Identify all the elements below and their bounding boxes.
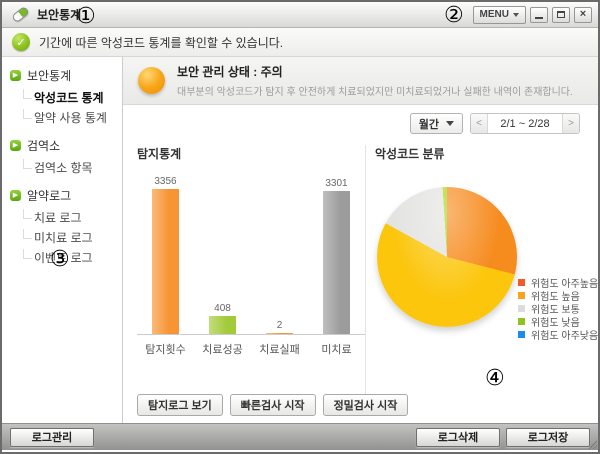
sidebar-item-alyac-usage-stats[interactable]: 알약 사용 통계 <box>23 109 122 124</box>
close-icon: × <box>579 8 587 20</box>
log-manage-button[interactable]: 로그관리 <box>10 427 94 447</box>
period-controls: 월간 < 2/1 ~ 2/28 > <box>409 113 580 134</box>
sidebar-item-event-log[interactable]: 이벤트 로그 <box>23 249 122 264</box>
window-title: 보안통계 <box>37 8 82 22</box>
bar-value: 3356 <box>154 176 177 187</box>
legend-item: 위험도 아주낮음 <box>518 328 599 342</box>
resize-grip[interactable] <box>587 439 597 449</box>
tree-node-icon: ▶ <box>10 140 21 151</box>
message-text: 기간에 따른 악성코드 통계를 확인할 수 있습니다. <box>39 35 284 50</box>
tree-node-icon: ▶ <box>10 70 21 81</box>
bar-chart-title: 탐지통계 <box>137 147 182 161</box>
nav-group-logs: ▶ 알약로그 치료 로그 미치료 로그 이벤트 로그 <box>10 187 122 264</box>
bar-cured: 408 <box>194 303 251 334</box>
nav-group-security-stats: ▶ 보안통계 악성코드 통계 알약 사용 통계 <box>10 67 122 124</box>
sidebar-item-malware-stats[interactable]: 악성코드 통계 <box>23 89 122 104</box>
log-delete-button[interactable]: 로그삭제 <box>416 427 500 447</box>
bar-category-label: 미치료 <box>321 344 352 356</box>
menu-button-label: MENU <box>479 9 509 20</box>
chevron-down-icon <box>513 12 519 17</box>
legend-item: 위험도 낮음 <box>518 315 598 329</box>
bar-category-label: 탐지횟수 <box>145 344 186 356</box>
full-scan-button[interactable]: 정밀검사 시작 <box>322 394 409 416</box>
chart-divider <box>365 145 366 395</box>
bar-rect <box>209 316 236 334</box>
bar-category-label: 치료실패 <box>259 344 300 356</box>
malware-classification-chart: 악성코드 분류 위험도 아주높음 위험도 높음 위험 <box>375 145 598 405</box>
close-button[interactable]: × <box>574 6 592 23</box>
nav-group-header[interactable]: ▶ 보안통계 <box>10 67 122 84</box>
maximize-button[interactable] <box>552 6 570 23</box>
legend-swatch <box>518 318 525 325</box>
sidebar-item-quarantine-items[interactable]: 검역소 항목 <box>23 159 122 174</box>
status-title: 보안 관리 상태 : 주의 <box>177 65 283 79</box>
chevron-down-icon <box>446 121 454 126</box>
view-detection-log-button[interactable]: 탐지로그 보기 <box>137 394 223 416</box>
legend-item: 위험도 높음 <box>518 289 598 303</box>
nav-group-header[interactable]: ▶ 검역소 <box>10 137 122 154</box>
minimize-button[interactable] <box>530 6 548 23</box>
pie-chart-title: 악성코드 분류 <box>375 147 445 161</box>
log-save-button[interactable]: 로그저장 <box>506 427 590 447</box>
sidebar-nav: ▶ 보안통계 악성코드 통계 알약 사용 통계 ▶ 검역소 검역소 항목 ▶ 알… <box>2 57 123 423</box>
action-buttons: 탐지로그 보기 빠른검사 시작 정밀검사 시작 <box>137 394 409 416</box>
nav-group-label: 보안통계 <box>27 69 72 83</box>
content-area: 월간 < 2/1 ~ 2/28 > 탐지통계 3356 <box>123 105 598 423</box>
message-bar: ✓ 기간에 따른 악성코드 통계를 확인할 수 있습니다. <box>2 28 598 57</box>
pie-chart <box>377 187 517 327</box>
maximize-icon <box>557 11 565 18</box>
tree-node-icon: ▶ <box>10 190 21 201</box>
bar-axis-labels: 탐지횟수 치료성공 치료실패 미치료 <box>137 341 365 357</box>
legend-label: 위험도 낮음 <box>531 318 580 329</box>
bar-plot: 3356 408 2 3301 <box>137 176 365 335</box>
prev-period-button[interactable]: < <box>471 114 488 133</box>
bar-value: 2 <box>276 320 283 331</box>
main-panel: 보안 관리 상태 : 주의 대부분의 악성코드가 탐지 후 안전하게 치료되었지… <box>123 57 598 423</box>
status-warning-icon <box>138 67 165 94</box>
menu-button[interactable]: MENU <box>472 5 526 24</box>
status-description: 대부분의 악성코드가 탐지 후 안전하게 치료되었지만 미치료되었거나 실패한 … <box>177 87 573 98</box>
status-header: 보안 관리 상태 : 주의 대부분의 악성코드가 탐지 후 안전하게 치료되었지… <box>123 57 598 105</box>
bar-value: 408 <box>214 303 231 314</box>
legend-label: 위험도 아주낮음 <box>531 331 599 342</box>
nav-group-header[interactable]: ▶ 알약로그 <box>10 187 122 204</box>
period-dropdown[interactable]: 월간 <box>409 113 463 134</box>
next-period-button[interactable]: > <box>562 114 579 133</box>
nav-group-label: 알약로그 <box>27 189 72 203</box>
bar-cure-failed: 2 <box>251 320 308 334</box>
detection-stats-chart: 탐지통계 3356 408 2 <box>137 145 365 357</box>
sidebar-item-cure-log[interactable]: 치료 로그 <box>23 209 122 224</box>
legend-item: 위험도 아주높음 <box>518 276 599 290</box>
quick-scan-button[interactable]: 빠른검사 시작 <box>229 394 316 416</box>
nav-group-quarantine: ▶ 검역소 검역소 항목 <box>10 137 122 174</box>
legend-label: 위험도 아주높음 <box>531 279 599 290</box>
legend-swatch <box>518 292 525 299</box>
date-range-label: 2/1 ~ 2/28 <box>500 117 550 130</box>
bar-rect <box>323 191 350 334</box>
minimize-icon <box>535 17 543 19</box>
legend-swatch <box>518 331 525 338</box>
title-bar: 보안통계 MENU × <box>2 2 598 28</box>
legend-label: 위험도 보통 <box>531 305 580 316</box>
bar-detections: 3356 <box>137 176 194 334</box>
pill-app-icon <box>11 5 30 24</box>
period-dropdown-value: 월간 <box>418 118 439 131</box>
bar-value: 3301 <box>325 178 348 189</box>
pie-legend: 위험도 아주높음 위험도 높음 위험도 보통 위험도 낮음 <box>518 276 599 342</box>
bottom-bar: 로그관리 로그삭제 로그저장 <box>2 423 598 450</box>
legend-label: 위험도 높음 <box>531 292 580 303</box>
bar-rect <box>266 333 293 334</box>
sidebar-item-uncured-log[interactable]: 미치료 로그 <box>23 229 122 244</box>
bar-uncured: 3301 <box>308 178 365 334</box>
nav-group-label: 검역소 <box>27 139 61 153</box>
legend-swatch <box>518 279 525 286</box>
bar-rect <box>152 189 179 334</box>
legend-swatch <box>518 305 525 312</box>
bar-category-label: 치료성공 <box>202 344 243 356</box>
legend-item: 위험도 보통 <box>518 302 598 316</box>
date-range-nav: < 2/1 ~ 2/28 > <box>470 113 580 134</box>
check-icon: ✓ <box>12 33 30 51</box>
